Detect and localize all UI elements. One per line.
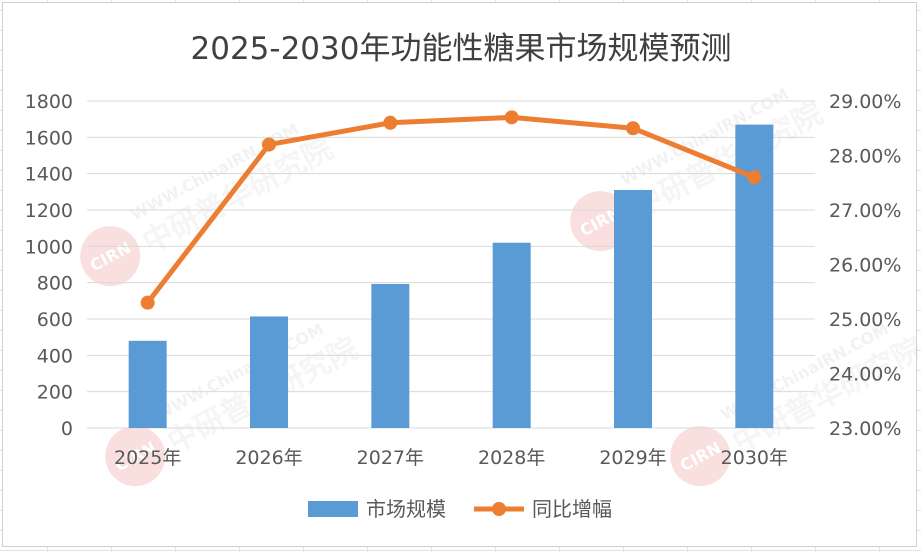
gridlines	[87, 100, 815, 429]
legend-marker-line	[492, 502, 506, 516]
legend-label-bar: 市场规模	[366, 497, 446, 521]
growth-point-2026年	[262, 137, 276, 152]
growth-point-2027年	[383, 115, 398, 130]
legend-swatch-bar	[308, 501, 358, 517]
growth-line	[145, 114, 757, 306]
bar-2025年	[128, 340, 167, 428]
right-tick-label: 26.00%	[829, 255, 901, 277]
bar-2026年	[250, 316, 288, 428]
x-tick-label: 2027年	[357, 447, 424, 469]
watermark-logo-circle	[105, 426, 166, 487]
growth-point-2030年	[747, 170, 762, 185]
legend-label-line: 同比增幅	[532, 497, 612, 521]
x-tick-label: 2028年	[478, 447, 545, 469]
right-tick-label: 24.00%	[829, 364, 901, 386]
bar-2029年	[614, 190, 652, 428]
x-tick-label: 2030年	[721, 447, 788, 469]
right-tick-label: 29.00%	[829, 91, 901, 113]
line-series	[140, 110, 762, 310]
left-tick-label: 200	[37, 382, 73, 404]
right-tick-label: 28.00%	[829, 146, 901, 168]
bar-series	[128, 124, 774, 428]
right-tick-label: 23.00%	[829, 418, 901, 440]
x-tick-label: 2026年	[235, 447, 302, 469]
chart-title: 2025-2030年功能性糖果市场规模预测	[191, 31, 732, 67]
right-axis-labels: 23.00% 24.00% 25.00% 26.00% 27.00% 28.00% 29.0…	[829, 91, 901, 440]
left-tick-label: 1800	[25, 91, 73, 113]
growth-point-2028年	[504, 110, 519, 125]
left-axis-labels: 0 200 400 600 800 1000 1200 1400 1600 1800	[25, 91, 73, 440]
left-tick-label: 1600	[25, 127, 73, 149]
left-tick-label: 1400	[25, 164, 73, 186]
watermark-logo-circle	[670, 426, 731, 487]
growth-point-2029年	[626, 121, 640, 136]
x-tick-label: 2029年	[599, 447, 666, 469]
left-tick-label: 1000	[25, 236, 73, 258]
right-tick-label: 27.00%	[829, 200, 901, 222]
left-tick-label: 800	[37, 273, 73, 295]
category-axis-labels: 2025年 2026年 2027年 2028年 2029年 2030年	[114, 447, 788, 469]
right-tick-label: 25.00%	[829, 309, 901, 331]
legend: 市场规模 同比增幅	[308, 497, 612, 521]
left-tick-label: 1200	[25, 200, 73, 222]
bar-2027年	[371, 283, 410, 428]
x-tick-label: 2025年	[114, 447, 181, 469]
bar-2028年	[492, 242, 531, 428]
growth-point-2025年	[140, 295, 155, 310]
left-tick-label: 0	[61, 418, 73, 440]
left-tick-label: 600	[37, 309, 73, 331]
watermark-logo-circle	[80, 226, 141, 287]
left-tick-label: 400	[37, 345, 73, 367]
